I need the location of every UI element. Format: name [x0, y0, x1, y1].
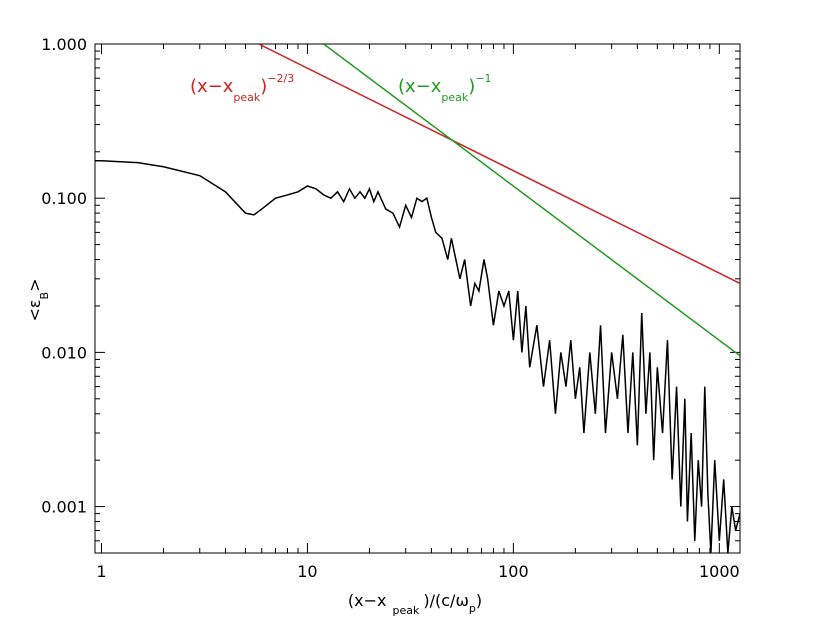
- y-label-part: <ε: [25, 299, 44, 321]
- plot-frame: [94, 43, 741, 554]
- annotation-sup: −2/3: [267, 72, 294, 85]
- x-label-part: ): [476, 591, 482, 610]
- annotation: (x−xpeak)−2/3: [190, 72, 294, 104]
- y-axis-label: <εB>: [25, 278, 51, 321]
- data-line: [95, 159, 740, 553]
- x-label-part: )/(c/ω: [423, 591, 468, 610]
- x-label-part: (x−x: [348, 591, 387, 610]
- y-tick-label: 0.001: [41, 498, 87, 517]
- y-tick-label: 0.100: [41, 189, 87, 208]
- annotation-sup: −1: [475, 72, 491, 85]
- x-tick-label: 10: [297, 562, 317, 581]
- y-tick-label: 1.000: [41, 35, 87, 54]
- x-axis-label: (x−x peak)/(c/ωp): [348, 591, 482, 617]
- x-label-sub: p: [469, 602, 476, 615]
- annotation-part: ): [468, 76, 475, 97]
- x-label-sub: peak: [393, 604, 420, 617]
- annotation-part: ): [260, 76, 267, 97]
- y-label-part: >: [25, 278, 44, 291]
- annotation-part: (x−x: [190, 76, 234, 97]
- annotation-part: (x−x: [398, 76, 442, 97]
- data-line: [323, 44, 740, 357]
- annotation-sub: peak: [233, 91, 260, 104]
- annotation: (x−xpeak)−1: [398, 72, 492, 104]
- x-tick-label: 1: [96, 562, 106, 581]
- x-tick-label: 100: [498, 562, 529, 581]
- y-label-sub: B: [38, 292, 51, 300]
- data-line: [258, 44, 740, 285]
- y-tick-label: 0.010: [41, 343, 87, 362]
- annotation-sub: peak: [441, 91, 468, 104]
- x-tick-label: 1000: [699, 562, 740, 581]
